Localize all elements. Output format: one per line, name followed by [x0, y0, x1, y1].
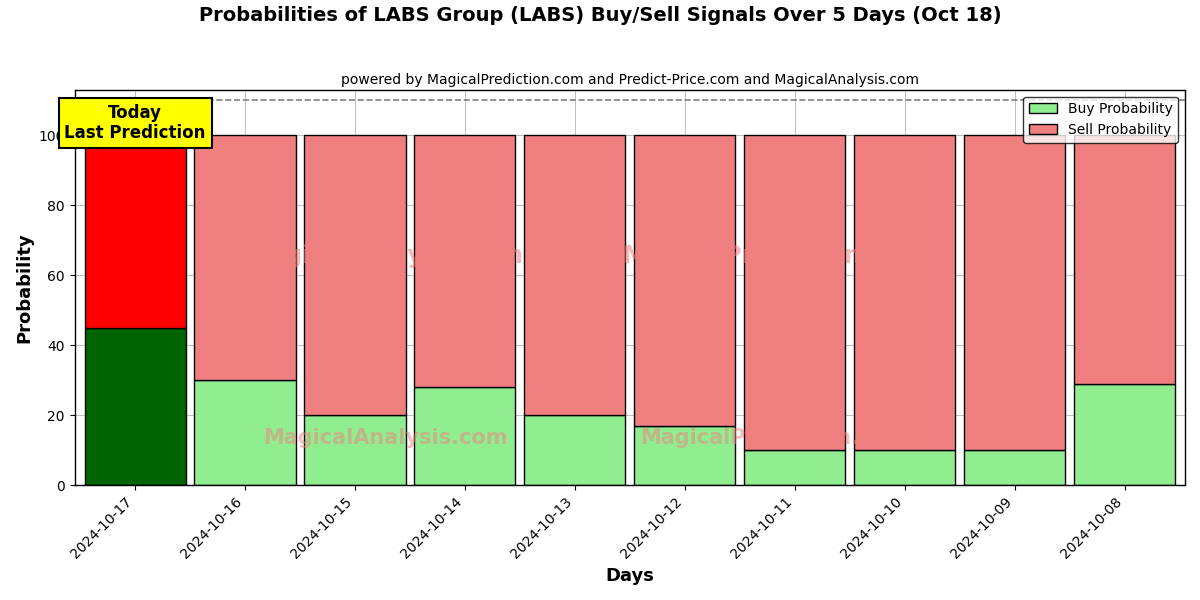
Title: powered by MagicalPrediction.com and Predict-Price.com and MagicalAnalysis.com: powered by MagicalPrediction.com and Pre…: [341, 73, 919, 87]
Bar: [854, 450, 955, 485]
Bar: [524, 415, 625, 485]
Bar: [84, 328, 186, 485]
Bar: [524, 135, 625, 415]
Bar: [305, 415, 406, 485]
Bar: [194, 380, 295, 485]
Bar: [1074, 135, 1175, 383]
Text: Probabilities of LABS Group (LABS) Buy/Sell Signals Over 5 Days (Oct 18): Probabilities of LABS Group (LABS) Buy/S…: [199, 6, 1001, 25]
Bar: [414, 387, 516, 485]
Legend: Buy Probability, Sell Probability: Buy Probability, Sell Probability: [1024, 97, 1178, 143]
Bar: [84, 135, 186, 328]
Bar: [854, 135, 955, 450]
Text: MagicalPrediction.com: MagicalPrediction.com: [623, 244, 925, 268]
Text: Today
Last Prediction: Today Last Prediction: [65, 104, 206, 142]
Y-axis label: Probability: Probability: [16, 232, 34, 343]
Text: MagicalPrediction.com: MagicalPrediction.com: [641, 428, 907, 448]
Bar: [414, 135, 516, 387]
Bar: [635, 135, 736, 425]
Bar: [1074, 383, 1175, 485]
Bar: [305, 135, 406, 415]
Text: MagicalAnalysis.com: MagicalAnalysis.com: [263, 428, 508, 448]
Text: MagicalAnalysis.com: MagicalAnalysis.com: [247, 244, 524, 268]
X-axis label: Days: Days: [605, 567, 654, 585]
Bar: [744, 450, 845, 485]
Bar: [194, 135, 295, 380]
Bar: [635, 425, 736, 485]
Bar: [964, 450, 1066, 485]
Bar: [744, 135, 845, 450]
Bar: [964, 135, 1066, 450]
